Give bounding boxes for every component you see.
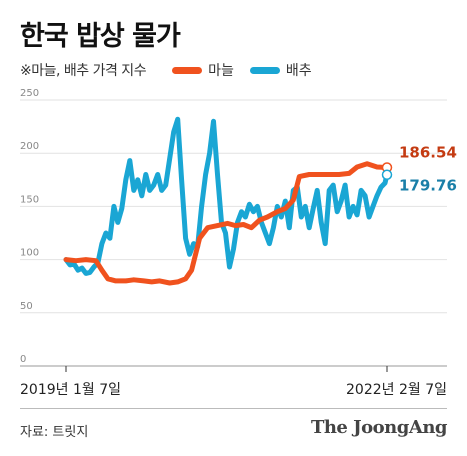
footer-divider: [20, 408, 447, 409]
end-value-label: 186.54: [399, 144, 457, 162]
legend-item-cabbage: 배추: [249, 60, 312, 80]
chart-title: 한국 밥상 물가: [20, 21, 181, 52]
y-tick-label: 200: [20, 141, 39, 152]
legend-item-garlic: 마늘: [172, 60, 234, 80]
y-tick-label: 150: [20, 194, 39, 205]
y-tick-label: 50: [20, 301, 33, 312]
legend-swatch-garlic: [172, 66, 203, 74]
legend-swatch-cabbage: [249, 66, 280, 74]
legend-label-garlic: 마늘: [208, 63, 234, 79]
end-point-marker: [381, 169, 393, 180]
legend-label-cabbage: 배추: [285, 63, 312, 79]
y-tick-label: 100: [20, 248, 39, 259]
x-tick-label: 2019년 1월 7일: [20, 382, 121, 398]
y-tick-label: 250: [20, 88, 39, 99]
end-value-label: 179.76: [399, 177, 457, 195]
legend: ※마늘, 배추 가격 지수 마늘 배추: [20, 60, 328, 80]
series-line-cabbage: [63, 116, 390, 276]
source-note: 자료: 트릿지: [20, 425, 89, 440]
publisher-logo: The JoongAng: [310, 417, 448, 438]
series-line-garlic: [63, 161, 390, 286]
y-tick-label: 0: [20, 354, 26, 365]
legend-note: ※마늘, 배추 가격 지수: [20, 63, 147, 79]
x-tick-label: 2022년 2월 7일: [346, 382, 447, 398]
